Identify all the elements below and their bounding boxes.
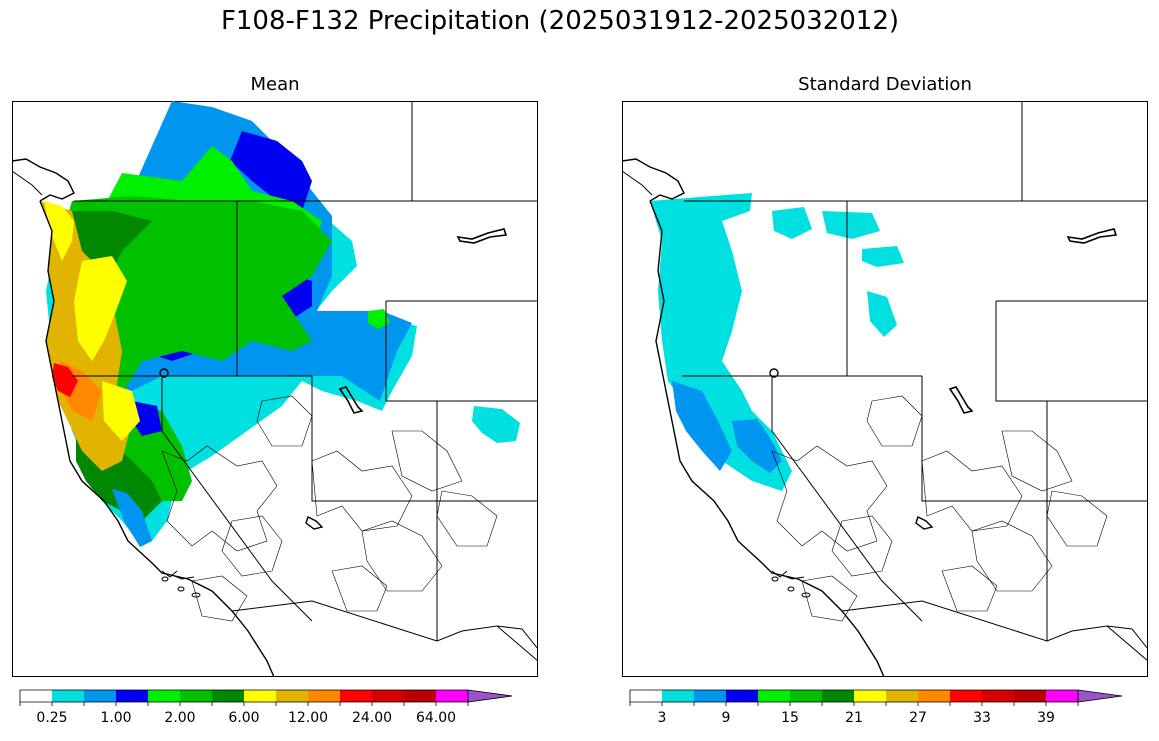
region-yellow-3 [102, 381, 140, 441]
mean-colorbar-bin [372, 690, 404, 702]
std-colorbar-outline [629, 689, 1078, 703]
std-colorbar-tick-label: 33 [973, 710, 991, 726]
std-panel-title: Standard Deviation [798, 74, 972, 95]
std-colorbar-bin [694, 690, 726, 702]
mean-colorbar-tick-label: 6.00 [228, 710, 259, 726]
std-colorbar-bin [758, 690, 790, 702]
std-colorbar-tick-label: 27 [909, 710, 927, 726]
std-colorbar-tick-label: 39 [1037, 710, 1055, 726]
region-yellow [44, 201, 74, 261]
mean-colorbar: 0.25 1.00 2.00 6.00 12.00 24.00 64.00 [19, 689, 513, 726]
region-light-blue-coast [650, 193, 792, 491]
mean-colorbar-tick-label: 12.00 [288, 710, 328, 726]
std-colorbar-bin [1046, 690, 1078, 702]
mean-colorbar-bin [148, 690, 180, 702]
mean-colorbar-tick-label: 0.25 [36, 710, 67, 726]
mean-colorbar-bin [180, 690, 212, 702]
mean-colorbar-bin [20, 690, 52, 702]
std-colorbar-bin [630, 690, 662, 702]
region-mid-blue-2 [732, 419, 782, 473]
region-light-blue-1 [772, 207, 812, 239]
mean-colorbar-extend-arrow [467, 689, 513, 703]
region-mid-blue-1 [672, 381, 732, 471]
std-colorbar: 3 9 15 21 27 33 39 [629, 689, 1123, 726]
std-colorbar-bin [822, 690, 854, 702]
std-precip-regions [650, 193, 904, 491]
std-colorbar-tick-label: 15 [781, 710, 799, 726]
region-light-blue-east [472, 406, 520, 443]
mean-colorbar-bin [84, 690, 116, 702]
mean-colorbar-bin [276, 690, 308, 702]
std-colorbar-tick-label: 21 [845, 710, 863, 726]
region-blue-3 [132, 401, 162, 436]
mean-colorbar-bin [116, 690, 148, 702]
std-colorbar-bin [950, 690, 982, 702]
region-light-blue-3 [862, 246, 904, 267]
figure-title: F108-F132 Precipitation (2025031912-2025… [220, 6, 900, 36]
region-red [52, 363, 78, 397]
mean-colorbar-tick-label: 1.00 [100, 710, 131, 726]
mean-colorbar-bin [308, 690, 340, 702]
std-colorbar-extend-arrow [1077, 689, 1123, 703]
std-colorbar-bin [982, 690, 1014, 702]
mean-precip-regions [40, 101, 520, 547]
mean-colorbar-bin [340, 690, 372, 702]
mean-colorbar-bin [404, 690, 436, 702]
region-light-blue-4 [867, 291, 897, 337]
mean-colorbar-tick-label: 64.00 [416, 710, 456, 726]
std-colorbar-bin [726, 690, 758, 702]
mean-colorbar-outline [19, 689, 468, 703]
mean-colorbar-tick-label: 24.00 [352, 710, 392, 726]
region-blue [230, 131, 312, 211]
mean-colorbar-bin [212, 690, 244, 702]
region-mid-blue-south [112, 489, 152, 547]
std-colorbar-bin [886, 690, 918, 702]
mean-colorbar-bin [244, 690, 276, 702]
std-colorbar-bin [918, 690, 950, 702]
region-light-blue-2 [822, 211, 880, 239]
region-green [58, 196, 332, 431]
std-colorbar-bin [854, 690, 886, 702]
region-yellow-2 [74, 256, 127, 361]
std-dev-precipitation-map [622, 101, 1148, 677]
std-colorbar-tick-label: 3 [658, 710, 667, 726]
std-colorbar-bin [790, 690, 822, 702]
mean-colorbar-bin [436, 690, 468, 702]
std-colorbar-bin [1014, 690, 1046, 702]
std-colorbar-tick-label: 9 [722, 710, 731, 726]
region-lime-small [368, 309, 390, 329]
std-colorbar-bin [662, 690, 694, 702]
mean-colorbar-tick-label: 2.00 [164, 710, 195, 726]
mean-colorbar-bin [52, 690, 84, 702]
mean-precipitation-map [12, 101, 538, 677]
mean-panel-title: Mean [250, 74, 300, 95]
